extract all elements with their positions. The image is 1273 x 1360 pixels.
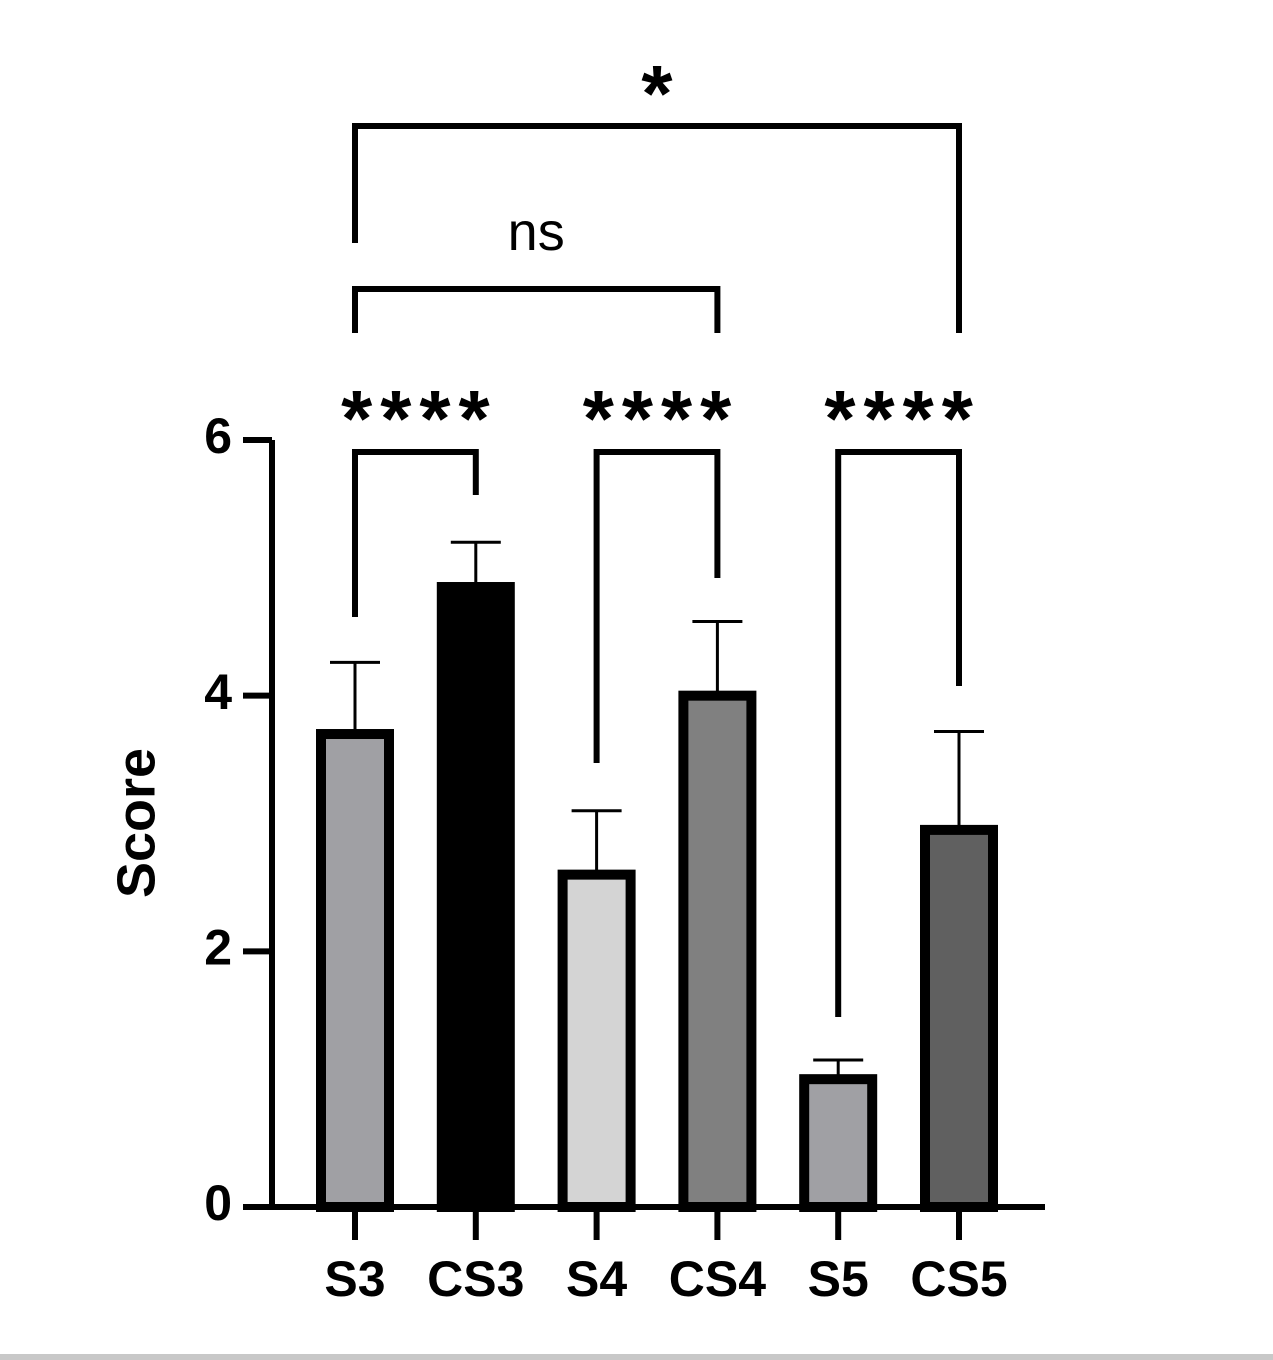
bar (920, 824, 998, 1212)
bar (799, 1074, 878, 1212)
bar (316, 729, 394, 1212)
x-tick-label: S3 (324, 1251, 385, 1307)
y-tick-label: 2 (204, 920, 232, 976)
significance-bracket (835, 449, 962, 1017)
bar (678, 690, 757, 1213)
x-tick-label: CS3 (427, 1251, 524, 1307)
x-tick-label: CS4 (669, 1251, 766, 1307)
bar (436, 582, 515, 1212)
significance-bracket (352, 449, 479, 617)
y-tick-label: 4 (204, 664, 232, 720)
x-tick-label: S4 (566, 1251, 627, 1307)
significance-label: **** (583, 374, 740, 463)
y-axis-label: Score (106, 748, 166, 898)
significance-label: * (641, 49, 673, 138)
x-tick-label: S5 (808, 1251, 869, 1307)
significance-bracket (352, 123, 962, 333)
x-tick-label: CS5 (910, 1251, 1007, 1307)
significance-label: ns (508, 202, 565, 262)
window-edge (0, 1354, 1273, 1360)
y-tick-label: 6 (204, 408, 232, 464)
bar (557, 869, 636, 1213)
significance-bracket (352, 286, 721, 333)
significance-label: **** (824, 374, 981, 463)
y-tick-label: 0 (204, 1175, 232, 1231)
significance-bracket (593, 449, 721, 763)
significance-label: **** (341, 374, 498, 463)
